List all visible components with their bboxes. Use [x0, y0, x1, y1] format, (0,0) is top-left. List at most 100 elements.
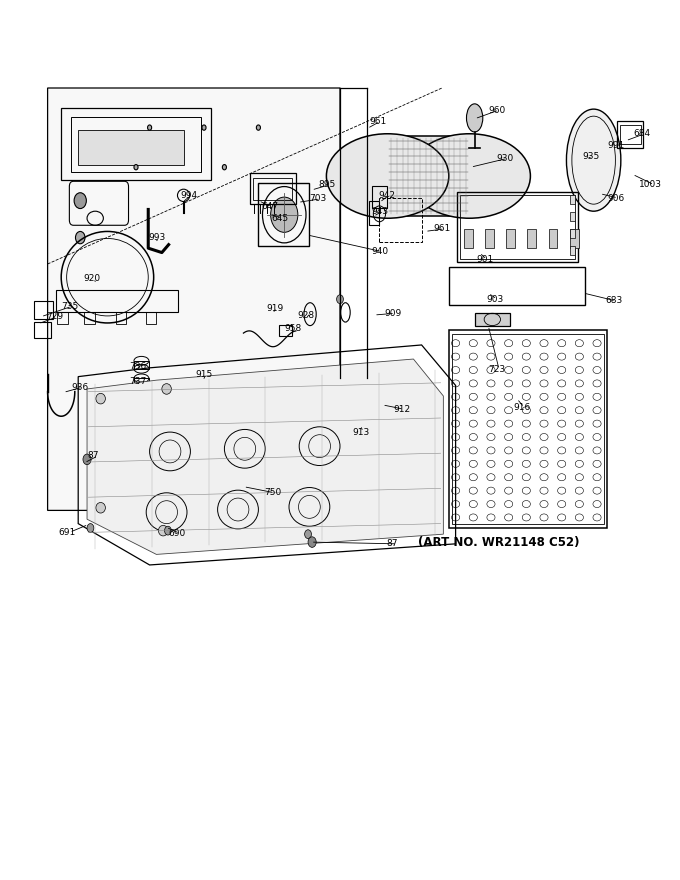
Bar	[250, 173, 296, 204]
Text: 723: 723	[488, 365, 505, 374]
Ellipse shape	[271, 197, 298, 232]
Ellipse shape	[326, 134, 449, 218]
Text: 729: 729	[46, 312, 63, 321]
Bar	[279, 325, 292, 336]
Text: 935: 935	[582, 152, 599, 161]
Text: 912: 912	[393, 405, 410, 414]
Bar	[34, 301, 53, 319]
Polygon shape	[87, 359, 443, 554]
Bar	[369, 201, 379, 225]
Bar	[457, 192, 578, 262]
Text: 915: 915	[195, 370, 212, 379]
Bar	[71, 117, 201, 172]
Bar	[134, 378, 149, 386]
Bar	[84, 312, 95, 324]
Text: 895: 895	[318, 180, 335, 189]
Text: 961: 961	[434, 224, 451, 233]
Bar	[475, 313, 510, 326]
Text: 913: 913	[352, 428, 369, 436]
Ellipse shape	[83, 454, 91, 465]
Bar	[528, 229, 537, 248]
Bar	[388, 136, 469, 216]
Text: 961: 961	[369, 117, 386, 126]
Text: 958: 958	[284, 324, 301, 333]
Text: 943: 943	[371, 207, 388, 216]
Text: 919: 919	[267, 304, 284, 312]
Ellipse shape	[96, 393, 105, 404]
Bar	[617, 121, 643, 148]
Text: 683: 683	[605, 297, 622, 305]
Bar	[134, 361, 149, 369]
Bar	[620, 125, 641, 144]
Text: 691: 691	[58, 528, 75, 537]
Text: 928: 928	[298, 311, 315, 319]
Bar	[570, 195, 575, 204]
Text: 1003: 1003	[639, 180, 662, 189]
Ellipse shape	[158, 525, 168, 536]
Bar	[78, 130, 184, 165]
Text: 647: 647	[261, 202, 278, 211]
Text: 735: 735	[61, 302, 78, 311]
Text: 930: 930	[496, 154, 513, 163]
Bar	[570, 246, 575, 255]
Text: 737: 737	[129, 377, 146, 385]
Ellipse shape	[222, 165, 226, 170]
Ellipse shape	[202, 125, 206, 130]
Text: 750: 750	[264, 488, 281, 497]
Bar	[506, 229, 515, 248]
Text: 87: 87	[386, 539, 398, 548]
Bar	[549, 229, 558, 248]
Bar	[464, 229, 473, 248]
Ellipse shape	[305, 530, 311, 539]
Polygon shape	[48, 88, 340, 510]
Text: 87: 87	[87, 451, 99, 460]
Text: 993: 993	[148, 233, 165, 242]
Bar	[146, 312, 156, 324]
Ellipse shape	[74, 193, 86, 209]
Ellipse shape	[75, 231, 85, 244]
Text: 736: 736	[129, 362, 146, 370]
Text: 645: 645	[271, 214, 288, 223]
Text: 920: 920	[83, 274, 100, 282]
Ellipse shape	[337, 295, 343, 304]
Text: 906: 906	[607, 194, 624, 202]
Ellipse shape	[308, 537, 316, 547]
Bar	[34, 322, 51, 338]
Text: 942: 942	[378, 191, 395, 200]
Text: (ART NO. WR21148 C52): (ART NO. WR21148 C52)	[418, 536, 579, 548]
Ellipse shape	[408, 134, 530, 218]
Bar	[570, 229, 579, 248]
Text: 901: 901	[476, 255, 493, 264]
Ellipse shape	[165, 526, 171, 535]
Bar	[56, 290, 178, 312]
Text: 994: 994	[180, 191, 197, 200]
Bar	[570, 230, 575, 238]
Ellipse shape	[256, 125, 260, 130]
Text: 690: 690	[169, 529, 186, 538]
Bar	[372, 186, 387, 208]
Text: 903: 903	[486, 295, 503, 304]
Ellipse shape	[96, 502, 105, 513]
Ellipse shape	[566, 109, 621, 211]
Text: 960: 960	[488, 106, 505, 114]
Bar	[379, 198, 422, 242]
Ellipse shape	[148, 125, 152, 130]
Bar	[253, 178, 292, 200]
Bar	[460, 195, 575, 259]
Text: 916: 916	[513, 403, 530, 412]
Text: 909: 909	[384, 309, 401, 318]
Bar	[452, 334, 604, 524]
Text: 703: 703	[309, 194, 326, 203]
Bar	[258, 183, 309, 246]
Bar	[57, 312, 68, 324]
Bar	[570, 212, 575, 221]
Ellipse shape	[134, 165, 138, 170]
Ellipse shape	[162, 384, 171, 394]
Text: 936: 936	[71, 383, 88, 392]
Text: 940: 940	[371, 247, 388, 256]
Bar	[449, 330, 607, 528]
Ellipse shape	[466, 104, 483, 132]
Ellipse shape	[87, 524, 94, 532]
Bar	[61, 108, 211, 180]
Text: 991: 991	[607, 141, 624, 150]
